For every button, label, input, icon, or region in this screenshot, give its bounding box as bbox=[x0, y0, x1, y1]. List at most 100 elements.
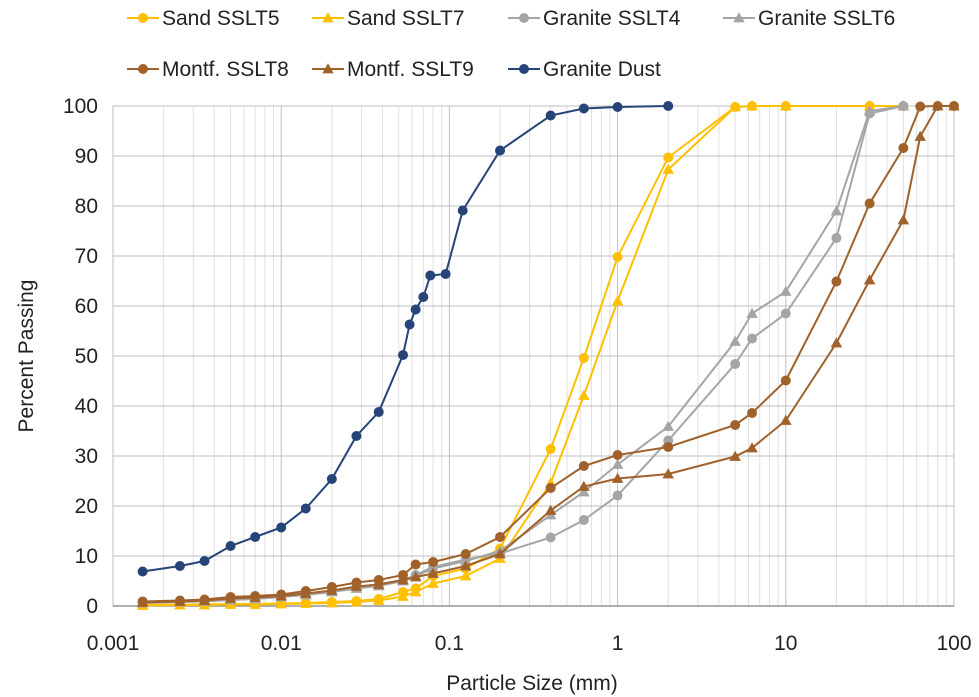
x-tick-label: 0.1 bbox=[435, 632, 464, 655]
data-point bbox=[898, 143, 909, 153]
data-point bbox=[198, 594, 211, 605]
data-point bbox=[326, 584, 338, 595]
series-montf-sslt9 bbox=[136, 100, 960, 607]
legend-item: Granite SSLT6 bbox=[723, 7, 895, 30]
data-point bbox=[174, 595, 186, 606]
data-point bbox=[249, 598, 261, 609]
data-point bbox=[663, 101, 674, 111]
data-point bbox=[578, 480, 590, 491]
data-point bbox=[747, 333, 758, 344]
data-point bbox=[663, 152, 674, 163]
data-point bbox=[831, 276, 842, 287]
data-point bbox=[612, 450, 623, 460]
data-point bbox=[250, 532, 261, 542]
data-point bbox=[578, 389, 590, 400]
data-point bbox=[326, 474, 337, 484]
data-point bbox=[729, 101, 741, 112]
data-point bbox=[780, 308, 791, 319]
legend-item: Montf. SSLT8 bbox=[127, 58, 289, 81]
legend-marker bbox=[322, 63, 334, 74]
x-tick-label: 0.01 bbox=[261, 632, 302, 655]
y-tick-label: 10 bbox=[75, 545, 98, 568]
legend-label: Montf. SSLT8 bbox=[162, 58, 289, 81]
data-point bbox=[137, 566, 148, 577]
data-point bbox=[662, 420, 674, 431]
data-point bbox=[300, 503, 311, 514]
data-point bbox=[746, 442, 758, 453]
data-point bbox=[730, 420, 741, 430]
data-point bbox=[897, 214, 910, 225]
data-point bbox=[578, 515, 589, 525]
data-point bbox=[136, 596, 149, 607]
legend-label: Granite SSLT6 bbox=[758, 7, 895, 30]
y-tick-label: 80 bbox=[75, 195, 98, 218]
data-point bbox=[830, 337, 843, 348]
data-point bbox=[398, 350, 409, 360]
legend-item: Sand SSLT7 bbox=[312, 7, 465, 30]
data-point bbox=[611, 295, 624, 306]
series-line bbox=[142, 105, 669, 573]
data-point bbox=[780, 414, 792, 425]
data-point bbox=[409, 571, 422, 582]
data-point bbox=[863, 105, 876, 116]
data-point bbox=[611, 458, 624, 469]
data-point bbox=[440, 269, 451, 279]
legend-item: Sand SSLT5 bbox=[127, 7, 280, 30]
data-point bbox=[729, 335, 741, 346]
data-point bbox=[427, 567, 439, 578]
data-point bbox=[746, 307, 758, 318]
series-group bbox=[136, 100, 960, 610]
x-axis-title: Particle Size (mm) bbox=[446, 672, 618, 695]
legend-label: Sand SSLT5 bbox=[162, 7, 280, 30]
data-point bbox=[372, 594, 385, 605]
data-point bbox=[410, 304, 421, 315]
data-point bbox=[404, 319, 415, 330]
data-point bbox=[427, 577, 439, 588]
data-point bbox=[780, 100, 792, 111]
data-point bbox=[544, 504, 557, 515]
legend-marker bbox=[322, 12, 334, 23]
data-point bbox=[275, 598, 287, 609]
data-point bbox=[199, 556, 210, 566]
data-point bbox=[545, 483, 556, 493]
data-point bbox=[545, 444, 556, 454]
data-point bbox=[780, 375, 791, 386]
data-point bbox=[662, 468, 674, 479]
data-point bbox=[457, 205, 468, 216]
data-point bbox=[747, 408, 758, 418]
legend-label: Sand SSLT7 bbox=[347, 7, 465, 30]
legend-label: Granite Dust bbox=[543, 58, 661, 81]
series-line bbox=[142, 105, 904, 604]
data-point bbox=[225, 541, 236, 551]
data-point bbox=[326, 597, 338, 608]
data-point bbox=[831, 233, 842, 243]
data-point bbox=[897, 100, 910, 111]
x-tick-labels: 0.001 0.01 0.1 1 10 100 bbox=[87, 632, 972, 655]
data-point bbox=[578, 103, 589, 114]
y-tick-label: 100 bbox=[63, 95, 98, 118]
data-point bbox=[350, 596, 363, 607]
data-point bbox=[662, 163, 674, 174]
data-point bbox=[425, 270, 436, 281]
data-point bbox=[864, 198, 875, 209]
y-tick-label: 40 bbox=[75, 395, 98, 418]
y-tick-label: 30 bbox=[75, 445, 98, 468]
data-point bbox=[663, 442, 674, 452]
data-point bbox=[545, 532, 556, 543]
data-point bbox=[275, 590, 287, 601]
data-point bbox=[397, 574, 409, 585]
data-point bbox=[612, 102, 623, 112]
legend-label: Granite SSLT4 bbox=[543, 7, 681, 30]
data-point bbox=[397, 590, 409, 601]
y-tick-label: 60 bbox=[75, 295, 98, 318]
data-point bbox=[459, 560, 472, 571]
data-point bbox=[249, 591, 261, 602]
series-granite-sslt4 bbox=[137, 101, 909, 608]
data-point bbox=[545, 110, 556, 121]
data-point bbox=[351, 431, 362, 441]
data-point bbox=[373, 407, 384, 417]
data-point bbox=[372, 578, 385, 589]
legend-marker bbox=[733, 12, 745, 23]
series-line bbox=[142, 105, 954, 604]
